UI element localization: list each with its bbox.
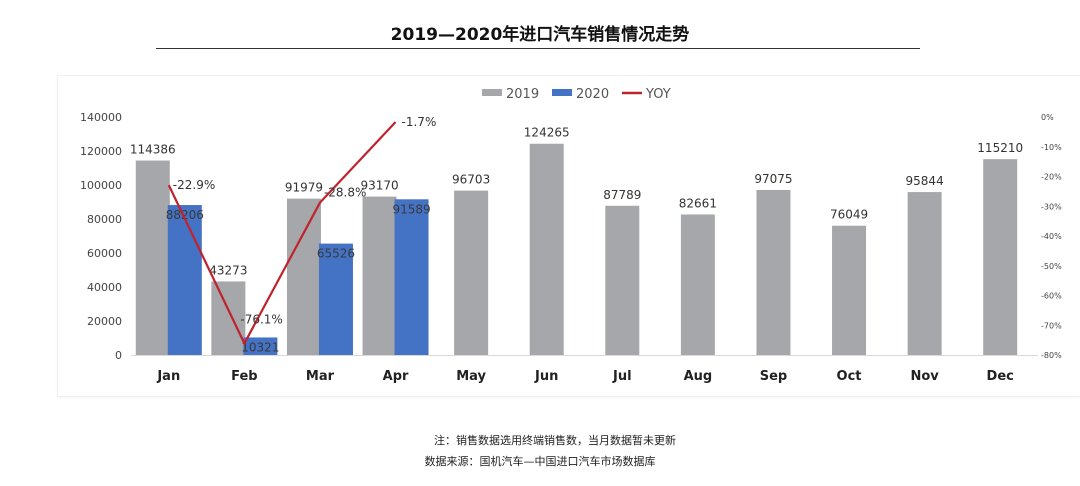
data-label-2019: 124265 (524, 126, 570, 140)
bar-2020 (243, 337, 278, 355)
bar-2020 (167, 205, 202, 355)
bar-2019 (135, 160, 170, 355)
data-label-2019: 82661 (679, 196, 717, 210)
x-tick-label: Mar (306, 369, 335, 384)
y-left-tick-label: 0 (115, 349, 122, 362)
x-tick-label: Dec (987, 369, 1014, 384)
bar-2019 (529, 143, 564, 355)
legend-label: 2020 (576, 87, 609, 102)
bar-2019 (756, 189, 791, 355)
y-right-tick-label: -30% (1041, 202, 1062, 211)
chart-panel: 0 20000 40000 60000 80000 100000 120000 140000 0… (58, 76, 1080, 396)
data-label-2020: 88206 (166, 208, 204, 222)
y-left-tick-label: 20000 (87, 315, 122, 328)
bar-2019 (286, 198, 321, 355)
x-tick-label: Oct (837, 369, 862, 384)
data-label-2019: 114386 (130, 143, 176, 157)
bar-2019 (211, 281, 246, 355)
x-tick-label: May (456, 369, 486, 384)
x-tick-label: Aug (684, 369, 713, 384)
legend-label: 2019 (506, 87, 539, 102)
x-tick-label: Jul (612, 369, 632, 384)
bar-2019 (362, 196, 397, 355)
chart-svg: 0 20000 40000 60000 80000 100000 120000 140000 0… (80, 87, 1062, 384)
y-left-tick-label: 40000 (87, 281, 122, 294)
x-tick-label: Nov (910, 369, 939, 384)
data-label-2019: 87789 (603, 188, 641, 202)
data-label-2019: 96703 (452, 173, 490, 187)
y-left-tick-label: 80000 (87, 213, 122, 226)
yoy-label: -1.7% (402, 115, 437, 129)
bar-2019 (983, 159, 1018, 355)
data-label-2020: 10321 (241, 340, 279, 354)
y-left-tick-label: 140000 (80, 111, 122, 124)
bar-2019 (832, 225, 867, 355)
yoy-label: -76.1% (240, 312, 282, 326)
y-right-tick-label: -50% (1041, 262, 1062, 271)
data-label-2019: 91979 (285, 181, 323, 195)
y-left-tick-label: 100000 (80, 179, 122, 192)
bar-2019 (454, 190, 489, 355)
data-label-2019: 76049 (830, 208, 868, 222)
legend-swatch (482, 89, 502, 96)
y-right-tick-label: -40% (1041, 232, 1062, 241)
data-label-2019: 115210 (977, 141, 1023, 155)
data-label-2019: 95844 (906, 174, 944, 188)
bar-2020 (394, 199, 429, 355)
bar-2020 (318, 243, 353, 355)
y-right-tick-label: -70% (1041, 321, 1062, 330)
note-text: 注：销售数据选用终端销售数，当月数据暂未更新 (434, 434, 676, 447)
yoy-label: -28.8% (324, 186, 366, 200)
y-left-tick-label: 60000 (87, 247, 122, 260)
bar-2019 (680, 214, 715, 355)
data-label-2020: 65526 (317, 247, 355, 261)
legend-swatch (552, 89, 572, 96)
data-label-2019: 97075 (754, 172, 792, 186)
x-tick-label: Jun (534, 369, 558, 384)
x-tick-label: Feb (231, 369, 257, 384)
source-text: 数据来源：国机汽车—中国进口汽车市场数据库 (424, 455, 656, 468)
bar-2019 (605, 205, 640, 355)
data-label-2019: 43273 (209, 263, 247, 277)
y-right-tick-label: -20% (1041, 173, 1062, 182)
title-rule (156, 48, 920, 49)
page-title: 2019—2020年进口汽车销售情况走势 (390, 25, 690, 45)
data-label-2019: 93170 (360, 179, 398, 193)
y-right-tick-label: -80% (1041, 351, 1062, 360)
y-left-tick-label: 120000 (80, 145, 122, 158)
x-tick-label: Jan (156, 369, 180, 384)
y-right-tick-label: 0% (1041, 113, 1054, 122)
bar-2019 (907, 192, 942, 355)
y-right-tick-label: -60% (1041, 292, 1062, 301)
yoy-line (167, 121, 397, 346)
x-tick-label: Apr (383, 369, 409, 384)
legend-label: YOY (645, 87, 671, 102)
y-right-tick-label: -10% (1041, 143, 1062, 152)
yoy-label: -22.9% (173, 178, 215, 192)
data-label-2020: 91589 (392, 202, 430, 216)
x-tick-label: Sep (760, 369, 788, 384)
